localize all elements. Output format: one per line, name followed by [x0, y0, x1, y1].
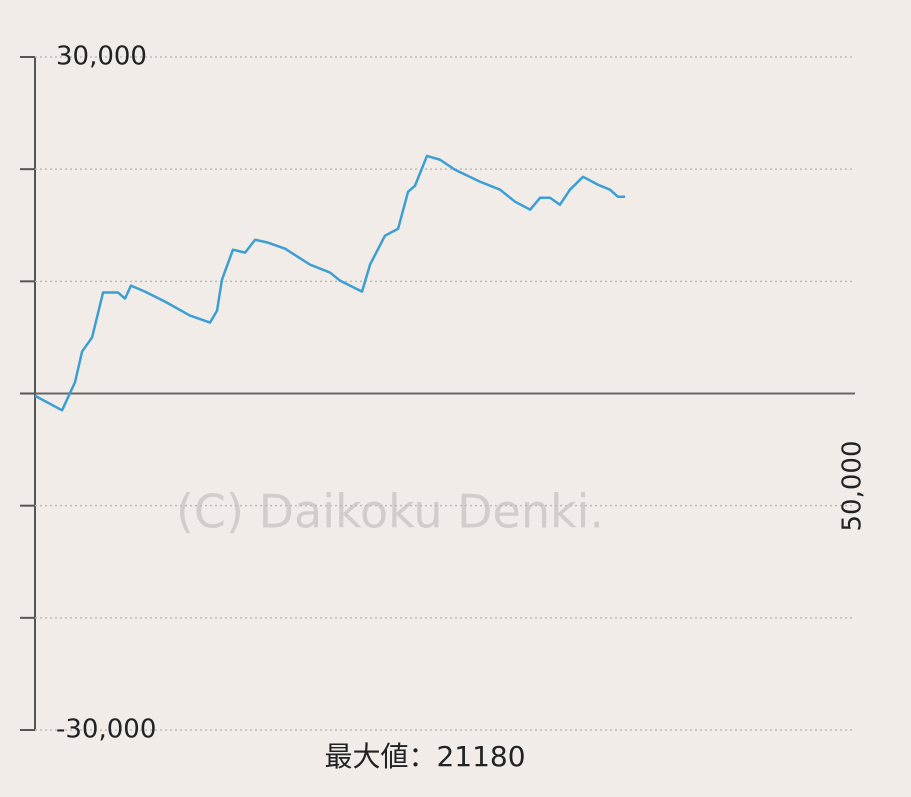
watermark: (C) Daikoku Denki. [176, 485, 604, 539]
x-tick-label: 50,000 [838, 441, 868, 532]
y-tick-label: 30,000 [56, 42, 147, 72]
y-tick-label: -30,000 [56, 715, 156, 745]
max-label: 最大値：21180 [324, 740, 525, 773]
data-line [34, 154, 626, 412]
